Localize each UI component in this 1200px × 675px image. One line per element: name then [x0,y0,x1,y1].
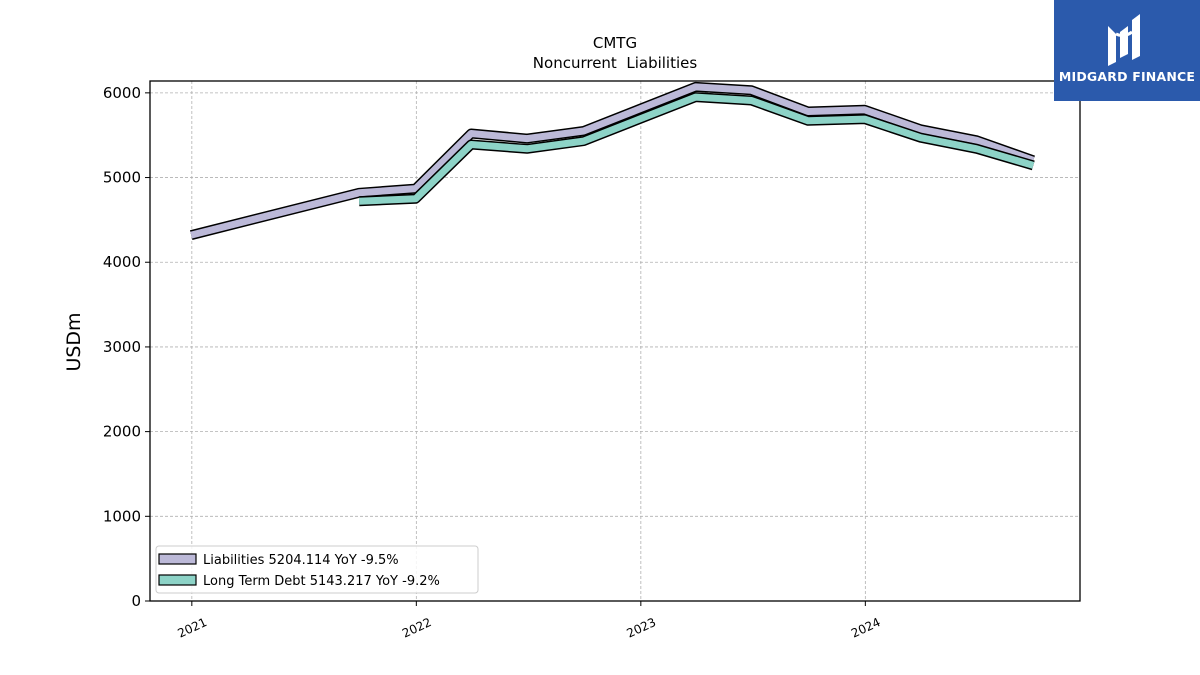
y-tick-label: 5000 [103,169,141,187]
x-axis: 2021 2022 2023 2024 [175,601,883,641]
legend-swatch [158,574,197,586]
legend-label: Liabilities 5204.114 YoY -9.5% [203,553,399,568]
series-layer [189,81,1035,240]
y-axis: 0 1000 2000 3000 4000 5000 6000 [103,84,150,610]
grid [150,81,1080,602]
series-outline [189,81,1035,240]
y-tick-label: 6000 [103,84,141,102]
brand-name: MIDGARD FINANCE [1058,69,1196,84]
x-tick-label: 2024 [849,615,883,641]
plot-frame [149,80,1081,602]
series-line [190,83,1035,239]
y-tick-label: 0 [131,592,141,610]
series-liabilities [189,81,1035,240]
y-tick-label: 4000 [103,253,141,271]
y-axis-label: USDm [63,312,85,371]
brand-logo: MIDGARD FINANCE [1054,0,1200,101]
x-tick-label: 2021 [175,615,209,641]
x-tick-label: 2023 [624,615,658,641]
chart-title: CMTG [593,34,637,52]
legend-swatch [158,553,197,565]
y-tick-label: 1000 [103,507,141,525]
series-outline [358,92,1035,207]
legend-label: Long Term Debt 5143.217 YoY -9.2% [203,574,440,589]
series-long-term-debt [358,92,1035,207]
legend: Liabilities 5204.114 YoY -9.5% Long Term … [155,545,479,594]
logo-mark-icon [1108,14,1140,66]
y-tick-label: 3000 [103,338,141,356]
x-tick-label: 2022 [400,615,434,641]
series-line [358,93,1035,205]
chart-subtitle: Noncurrent Liabilities [533,54,698,72]
y-tick-label: 2000 [103,423,141,441]
legend-box [155,545,479,594]
